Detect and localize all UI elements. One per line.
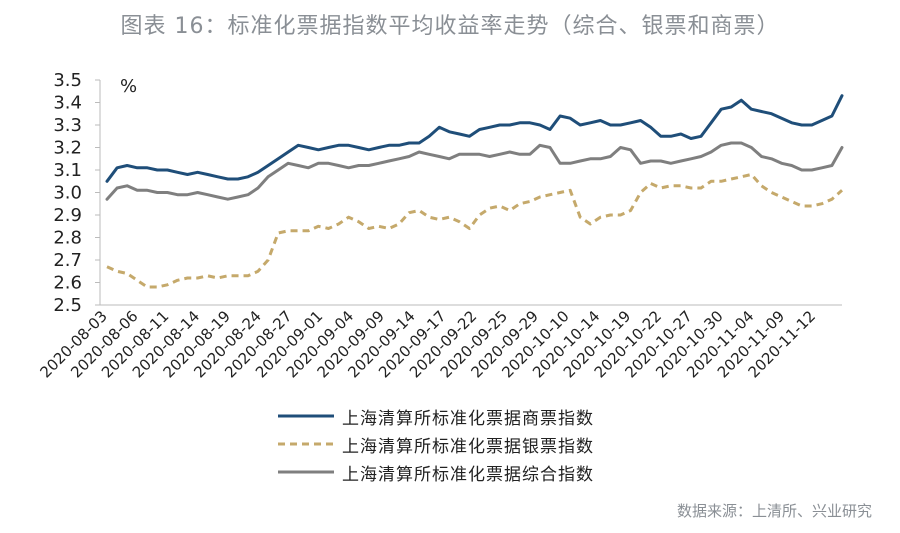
y-axis: 2.52.62.72.82.93.03.13.23.33.43.5: [53, 70, 101, 316]
y-tick-label: 3.4: [53, 93, 82, 114]
y-tick-label: 3.3: [53, 115, 82, 136]
y-tick-label: 2.8: [53, 228, 82, 249]
legend-item-composite: 上海清算所标准化票据综合指数: [278, 458, 594, 486]
y-tick-label: 2.5: [53, 295, 82, 316]
series-line-2: [105, 141, 844, 201]
legend-label-commercial: 上海清算所标准化票据商票指数: [342, 408, 594, 429]
series-line-1: [106, 173, 843, 289]
y-tick-label: 3.2: [53, 138, 82, 159]
legend-item-bank: 上海清算所标准化票据银票指数: [278, 430, 594, 458]
series-line-0: [105, 94, 844, 183]
y-tick-label: 2.6: [53, 273, 82, 294]
legend: 上海清算所标准化票据商票指数 上海清算所标准化票据银票指数 上海清算所标准化票据…: [278, 402, 594, 486]
y-tick-label: 3.0: [53, 183, 82, 204]
y-tick-label: 2.9: [53, 205, 82, 226]
legend-item-commercial: 上海清算所标准化票据商票指数: [278, 402, 594, 430]
y-unit-label: %: [120, 76, 137, 97]
legend-label-bank: 上海清算所标准化票据银票指数: [342, 436, 594, 457]
chart-canvas: 2.52.62.72.82.93.03.13.23.33.43.5 2020-0…: [36, 70, 844, 381]
y-tick-label: 2.7: [53, 250, 82, 271]
y-tick-label: 3.1: [53, 160, 82, 181]
x-axis: 2020-08-032020-08-062020-08-112020-08-14…: [36, 304, 842, 381]
source-note: 数据来源：上清所、兴业研究: [676, 502, 872, 520]
chart-title: 图表 16：标准化票据指数平均收益率走势（综合、银票和商票）: [120, 14, 780, 39]
y-tick-label: 3.5: [53, 70, 82, 91]
legend-label-composite: 上海清算所标准化票据综合指数: [342, 464, 594, 485]
series-lines: [105, 94, 844, 289]
